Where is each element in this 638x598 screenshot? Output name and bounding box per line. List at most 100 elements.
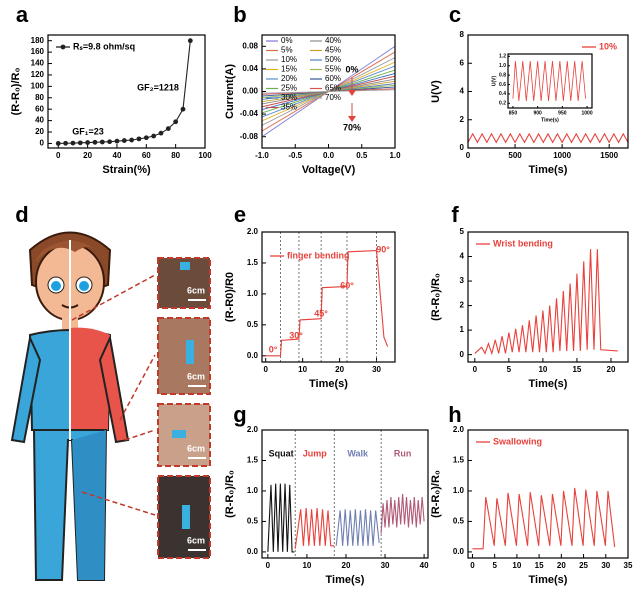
y-tick-label: 1.5 bbox=[247, 258, 259, 267]
x-axis-label: Time(s) bbox=[326, 574, 365, 586]
y-tick-label: 0.2 bbox=[499, 101, 506, 107]
annotation: 30° bbox=[289, 330, 303, 340]
y-tick-label: -0.08 bbox=[240, 132, 259, 141]
plot-frame bbox=[467, 231, 629, 363]
x-axis-label: Strain(%) bbox=[102, 164, 151, 176]
scale-label: 6cm bbox=[187, 371, 205, 381]
x-tick-label: 20 bbox=[335, 365, 344, 374]
panel-letter: h bbox=[448, 402, 461, 427]
x-tick-label: 20 bbox=[83, 151, 92, 160]
x-tick-label: 0 bbox=[56, 151, 61, 160]
y-tick-label: 0.5 bbox=[247, 320, 259, 329]
scale-bars bbox=[188, 299, 206, 551]
legend-label: Rₛ=9.8 ohm/sq bbox=[73, 41, 135, 51]
data-point bbox=[99, 139, 105, 145]
data-point bbox=[151, 133, 157, 139]
scale-label: 6cm bbox=[187, 535, 205, 545]
y-tick-label: 2 bbox=[460, 301, 465, 310]
y-tick-label: 2.0 bbox=[247, 227, 259, 236]
x-axis-label: Time(s) bbox=[309, 378, 348, 390]
y-tick-label: 1.0 bbox=[453, 486, 465, 495]
x-tick-label: 20 bbox=[342, 561, 351, 570]
x-tick-label: 0 bbox=[470, 561, 475, 570]
legend-label: 55% bbox=[325, 65, 341, 74]
y-tick-label: 2 bbox=[460, 115, 465, 124]
series-line bbox=[265, 249, 389, 357]
y-tick-label: 0.08 bbox=[242, 41, 258, 50]
y-tick-label: 0.0 bbox=[247, 547, 259, 556]
y-tick-label: 0.8 bbox=[499, 72, 506, 78]
x-tick-label: 900 bbox=[533, 110, 542, 116]
x-tick-label: 40 bbox=[420, 561, 429, 570]
x-axis-label: Time(s) bbox=[529, 574, 568, 586]
annotation: 70% bbox=[343, 122, 361, 132]
x-tick-label: 0 bbox=[266, 561, 271, 570]
y-tick-label: 0.00 bbox=[242, 87, 258, 96]
y-tick-label: 1.0 bbox=[247, 289, 259, 298]
x-tick-label: 850 bbox=[509, 110, 518, 116]
legend-label: 45% bbox=[325, 46, 341, 55]
x-tick-label: 10 bbox=[512, 561, 521, 570]
legend-label: 60% bbox=[325, 74, 341, 83]
y-tick-label: -0.04 bbox=[240, 109, 259, 118]
arrowhead bbox=[348, 116, 356, 122]
y-tick-label: 1.5 bbox=[247, 456, 259, 465]
x-tick-label: 10 bbox=[298, 365, 307, 374]
y-tick-label: 1.0 bbox=[499, 63, 506, 69]
plot-frame bbox=[261, 429, 429, 559]
x-tick-label: 60 bbox=[142, 151, 151, 160]
legend-label: 40% bbox=[325, 36, 341, 45]
scale-label: 6cm bbox=[187, 285, 205, 295]
annotation: 0% bbox=[345, 64, 358, 74]
x-tick-label: 5 bbox=[492, 561, 497, 570]
x-axis-label: Time(s) bbox=[529, 378, 568, 390]
x-axis-label: Time(s) bbox=[529, 164, 568, 176]
series-line bbox=[472, 487, 616, 550]
annotation: 0° bbox=[269, 344, 278, 354]
series-label: Walk bbox=[347, 448, 369, 458]
character bbox=[10, 231, 130, 581]
legend-label: 70% bbox=[325, 93, 341, 102]
legend-label: 15% bbox=[281, 65, 297, 74]
y-axis-label: U(V) bbox=[491, 76, 497, 87]
x-tick-label: 0 bbox=[466, 151, 471, 160]
data-point bbox=[77, 140, 83, 146]
data-point bbox=[107, 139, 113, 145]
legend-label: 25% bbox=[281, 84, 297, 93]
y-axis-label: U(V) bbox=[430, 80, 442, 103]
x-tick-label: 20 bbox=[557, 561, 566, 570]
x-tick-label: 30 bbox=[601, 561, 610, 570]
y-axis-label: (R-R₀)/R₀ bbox=[10, 68, 22, 116]
x-tick-label: 1000 bbox=[581, 110, 592, 116]
data-point bbox=[180, 106, 186, 112]
legend-label: Swallowing bbox=[493, 436, 542, 446]
y-tick-label: 60 bbox=[35, 104, 44, 113]
x-tick-label: 30 bbox=[381, 561, 390, 570]
legend-label: 35% bbox=[281, 103, 297, 112]
x-tick-label: 0 bbox=[263, 365, 268, 374]
legend-label: Wrist bending bbox=[493, 238, 553, 248]
x-tick-label: 10 bbox=[302, 561, 311, 570]
x-tick-label: 100 bbox=[198, 151, 212, 160]
x-tick-label: 950 bbox=[558, 110, 567, 116]
series-label: Jump bbox=[303, 448, 328, 458]
y-tick-label: 20 bbox=[35, 127, 44, 136]
y-tick-label: 2.0 bbox=[247, 425, 259, 434]
y-tick-label: 6 bbox=[460, 58, 465, 67]
y-tick-label: 0 bbox=[460, 143, 465, 152]
panel-letter: g bbox=[233, 402, 246, 427]
x-tick-label: 1000 bbox=[553, 151, 571, 160]
x-tick-label: 35 bbox=[624, 561, 633, 570]
annotation: 45° bbox=[314, 308, 328, 318]
legend-marker bbox=[60, 44, 66, 50]
y-tick-label: 0.5 bbox=[453, 517, 465, 526]
x-tick-label: -1.0 bbox=[255, 151, 269, 160]
y-tick-label: 140 bbox=[31, 59, 45, 68]
panel-letter: a bbox=[16, 2, 29, 27]
plot-frame bbox=[261, 231, 396, 363]
y-tick-label: 8 bbox=[460, 30, 465, 39]
annotation: 60° bbox=[340, 280, 354, 290]
series-line bbox=[267, 483, 295, 553]
series-line bbox=[467, 132, 629, 144]
